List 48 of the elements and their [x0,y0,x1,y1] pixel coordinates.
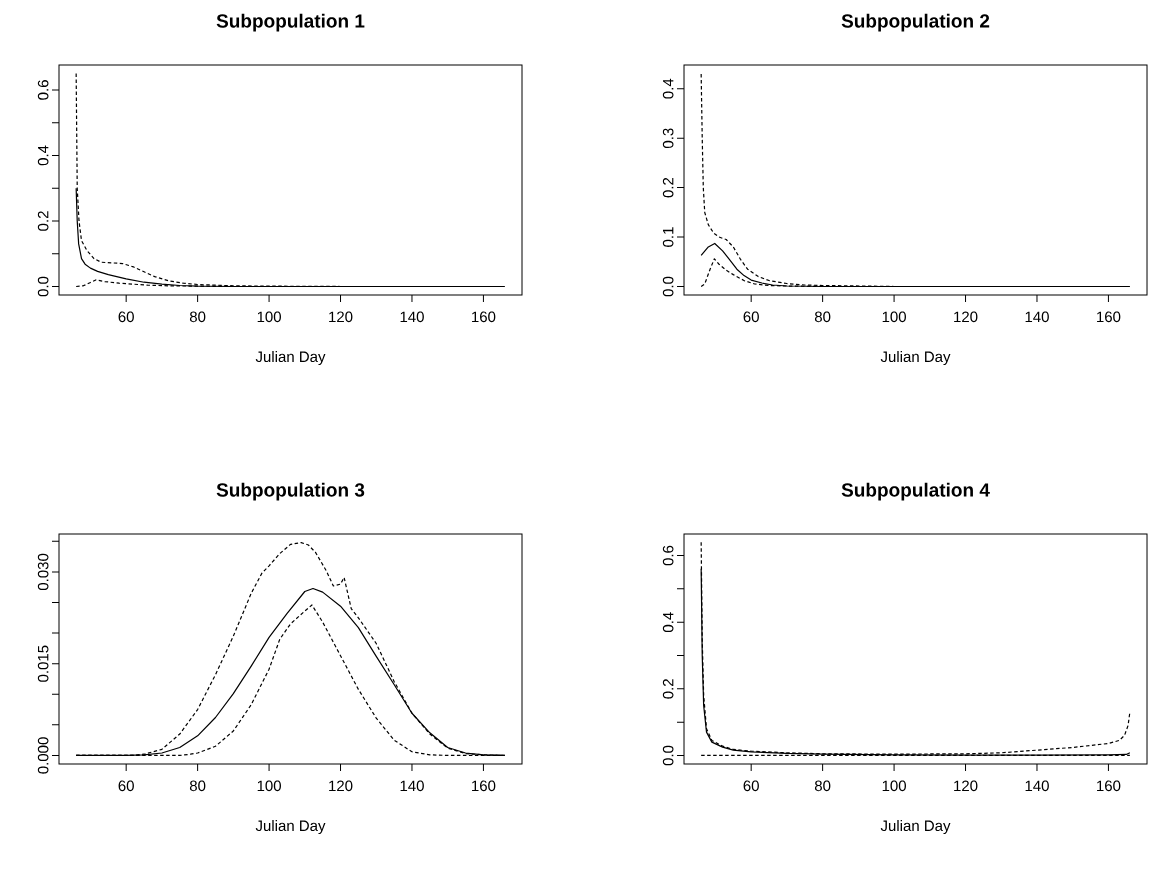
x-tick-label: 140 [1025,780,1049,792]
x-tick-label: 100 [257,311,281,323]
y-tick-label: 0.2 [662,679,674,699]
x-tick-label: 60 [743,780,759,792]
y-tick-label: 0.6 [662,545,674,566]
y-tick-label: 0.0 [662,276,674,297]
y-tick-label: 0.000 [37,737,49,774]
chart-title: Subpopulation 3 [216,482,365,501]
x-tick-label: 100 [257,780,281,792]
x-tick-label: 80 [814,780,831,792]
x-tick-label: 120 [954,311,978,323]
chart-title: Subpopulation 1 [216,13,365,32]
y-tick-label: 0.4 [662,612,674,633]
x-axis-title: Julian Day [255,351,326,365]
x-tick-label: 160 [1097,780,1121,792]
x-tick-label: 160 [472,780,496,792]
y-tick-label: 0.030 [37,553,49,591]
x-tick-label: 60 [118,311,134,323]
y-tick-label: 0.2 [37,211,49,231]
x-tick-label: 120 [329,780,353,792]
x-tick-label: 60 [118,780,134,792]
x-tick-label: 160 [472,311,496,323]
x-tick-label: 120 [954,780,978,792]
y-tick-label: 0.4 [37,145,49,166]
x-axis-title: Julian Day [880,351,951,365]
y-tick-label: 0.1 [662,227,674,247]
chart-title: Subpopulation 4 [841,482,990,501]
y-tick-label: 0.4 [662,78,674,99]
x-tick-label: 60 [743,311,759,323]
y-tick-label: 0.015 [37,645,49,682]
x-tick-label: 140 [400,780,424,792]
x-axis-title: Julian Day [255,820,326,834]
y-tick-label: 0.0 [37,276,49,297]
x-tick-label: 100 [882,780,906,792]
x-tick-label: 80 [189,311,206,323]
x-tick-label: 80 [814,311,831,323]
x-axis-title: Julian Day [880,820,951,834]
x-tick-label: 100 [882,311,906,323]
x-tick-label: 140 [1025,311,1049,323]
x-tick-label: 140 [400,311,424,323]
x-tick-label: 160 [1097,311,1121,323]
y-tick-label: 0.0 [662,745,674,766]
y-tick-label: 0.2 [662,177,674,198]
x-tick-label: 120 [329,311,353,323]
y-tick-label: 0.6 [37,80,49,100]
y-tick-label: 0.3 [662,128,674,149]
x-tick-label: 80 [189,780,206,792]
chart-title: Subpopulation 2 [841,13,990,32]
